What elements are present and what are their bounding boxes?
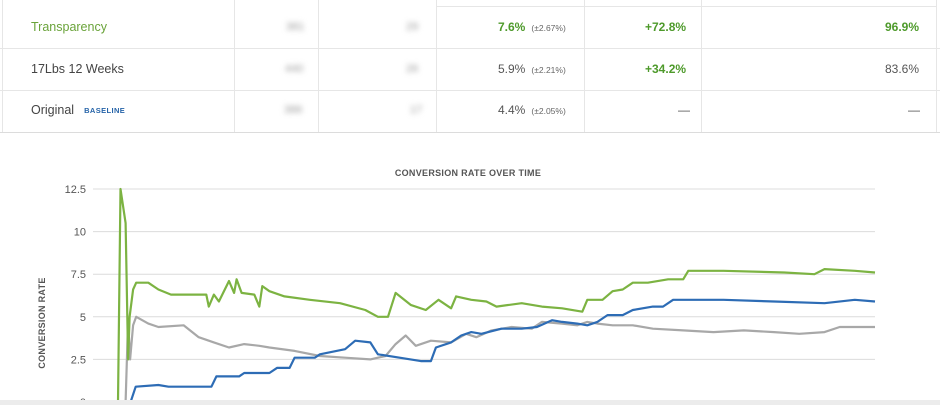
column-divider (2, 0, 3, 132)
y-tick-label: 7.5 (71, 269, 86, 281)
conversion-rate-cell: 7.6% (±2.67%) (498, 7, 566, 48)
y-tick-label: 12.5 (65, 184, 86, 196)
chart-title: CONVERSION RATE OVER TIME (395, 168, 541, 178)
baseline-badge: BASELINE (84, 105, 126, 115)
conversion-rate-chart: CONVERSION RATE OVER TIME CONVERSION RAT… (37, 168, 876, 405)
chance-to-beat-value: 83.6% (885, 62, 920, 76)
series-line-2 (124, 315, 875, 403)
header-divider (436, 6, 936, 7)
table-row[interactable]: 17Lbs 12 Weeks 440 26 5.9% (±2.21%) +34.2… (0, 49, 940, 91)
confidence-interval: (±2.67%) (531, 23, 566, 33)
y-tick-label: 2.5 (71, 354, 86, 366)
series-line-0 (116, 187, 876, 403)
conversions-value: 17 (410, 104, 423, 116)
chance-to-beat-value: 96.9% (885, 20, 920, 34)
variation-name[interactable]: Original (31, 103, 75, 117)
improvement-value: +34.2% (645, 62, 687, 76)
table-row[interactable]: Original BASELINE 386 17 4.4% (±2.05%) — — (0, 90, 940, 131)
conversion-rate: 5.9% (498, 62, 526, 76)
visitors-value: 440 (285, 63, 304, 75)
series-line-1 (123, 298, 876, 404)
y-tick-label: 10 (74, 227, 86, 239)
chart-panel: CONVERSION RATE OVER TIME CONVERSION RAT… (0, 133, 940, 405)
variation-name[interactable]: Transparency (31, 20, 107, 34)
confidence-interval: (±2.05%) (531, 106, 566, 116)
results-table: Transparency 381 29 7.6% (±2.67%) +72.8% … (0, 0, 940, 133)
y-tick-label: 5 (80, 312, 86, 324)
variation-name-cell[interactable]: Original BASELINE (31, 90, 125, 131)
column-divider (584, 0, 585, 132)
y-axis-label: CONVERSION RATE (37, 277, 47, 368)
variation-name[interactable]: 17Lbs 12 Weeks (31, 62, 124, 76)
conversion-rate-cell: 4.4% (±2.05%) (498, 90, 566, 131)
table-row[interactable]: Transparency 381 29 7.6% (±2.67%) +72.8% … (0, 7, 940, 49)
conversion-rate: 4.4% (498, 103, 526, 117)
confidence-interval: (±2.21%) (531, 65, 566, 75)
conversion-rate-cell: 5.9% (±2.21%) (498, 49, 566, 90)
column-divider (234, 0, 235, 132)
column-divider (318, 0, 319, 132)
visitors-value: 386 (284, 104, 303, 116)
column-divider (436, 0, 437, 132)
improvement-value: — (678, 103, 690, 117)
improvement-value: +72.8% (645, 20, 687, 34)
chance-to-beat-value: — (908, 103, 920, 117)
series-lines (116, 187, 876, 404)
conversion-rate: 7.6% (498, 20, 526, 34)
visitors-value: 381 (286, 21, 305, 33)
conversions-value: 26 (406, 63, 419, 75)
column-divider (936, 0, 937, 132)
grid (93, 188, 875, 403)
conversions-value: 29 (406, 21, 419, 33)
column-divider (701, 0, 702, 132)
